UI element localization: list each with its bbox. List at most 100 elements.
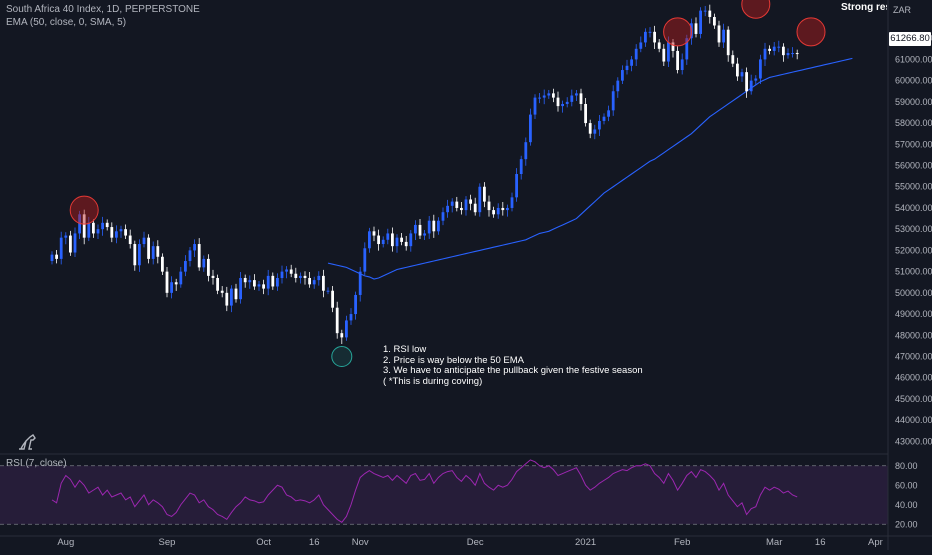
- candle-body: [782, 46, 785, 56]
- candle-body: [533, 97, 537, 115]
- candle-body: [708, 10, 712, 17]
- candle-body: [234, 288, 238, 300]
- candle-body: [529, 114, 532, 143]
- candle-body: [446, 205, 449, 213]
- candle-body: [713, 16, 716, 26]
- candle-body: [142, 237, 146, 245]
- rsi-tick-label: 80.00: [895, 461, 918, 471]
- candle-body: [78, 214, 81, 234]
- support-circle: [331, 346, 353, 368]
- currency-label: ZAR: [893, 5, 911, 15]
- annotation-line: 1. RSI low: [383, 344, 427, 355]
- candle-body: [326, 290, 330, 292]
- candle-body: [432, 220, 436, 232]
- candle-body: [570, 95, 574, 102]
- candle-body: [207, 258, 210, 276]
- candle-body: [602, 116, 606, 121]
- candle-body: [202, 258, 206, 268]
- candle-body: [372, 231, 376, 236]
- price-tick-label: 45000.00: [895, 394, 932, 404]
- candle-body: [271, 275, 275, 287]
- candle-body: [161, 256, 164, 272]
- price-tick-label: 51000.00: [895, 267, 932, 277]
- candle-body: [515, 174, 518, 198]
- candle-body: [239, 277, 242, 300]
- time-tick-label: 16: [309, 537, 320, 548]
- candle-body: [575, 93, 578, 96]
- candle-body: [611, 91, 615, 111]
- symbol-legend[interactable]: South Africa 40 Index, 1D, PEPPERSTONE: [6, 4, 200, 15]
- rsi-legend[interactable]: RSI (7, close): [6, 458, 67, 469]
- tradingview-logo-icon[interactable]: [16, 432, 44, 452]
- price-tick-label: 53000.00: [895, 224, 932, 234]
- candle-body: [82, 214, 86, 238]
- candle-body: [644, 31, 647, 43]
- price-tick-label: 47000.00: [895, 352, 932, 362]
- candle-body: [768, 48, 771, 51]
- candle-body: [230, 288, 233, 306]
- time-tick-label: Oct: [256, 537, 271, 548]
- candle-body: [257, 284, 261, 287]
- candle-body: [478, 186, 482, 213]
- candle-body: [299, 275, 302, 278]
- candle-body: [759, 59, 762, 79]
- candle-body: [170, 282, 173, 293]
- candle-body: [630, 59, 633, 66]
- candle-body: [165, 271, 169, 293]
- ema-legend[interactable]: EMA (50, close, 0, SMA, 5): [6, 17, 127, 28]
- candle-body: [441, 212, 445, 221]
- candle-body: [418, 224, 422, 236]
- candle-body: [791, 53, 794, 55]
- candle-body: [317, 275, 321, 281]
- price-tick-label: 50000.00: [895, 288, 932, 298]
- candle-body: [763, 48, 767, 60]
- price-tick-label: 48000.00: [895, 330, 932, 340]
- price-tick-label: 43000.00: [895, 436, 932, 446]
- candle-body: [414, 224, 417, 234]
- time-tick-label: Feb: [674, 537, 690, 548]
- annotation-text: 1. RSI low 2. Price is way below the 50 …: [383, 344, 643, 387]
- candle-body: [92, 222, 95, 234]
- time-tick-label: Apr: [868, 537, 883, 548]
- candle-body: [340, 333, 344, 338]
- candle-body: [395, 237, 399, 247]
- candle-body: [266, 275, 270, 289]
- candle-body: [437, 220, 440, 232]
- candle-body: [381, 239, 385, 245]
- candle-body: [308, 277, 311, 285]
- candle-body: [786, 53, 790, 56]
- price-tick-label: 56000.00: [895, 161, 932, 171]
- candle-body: [225, 292, 229, 306]
- candle-body: [133, 244, 137, 266]
- candle-body: [740, 72, 744, 77]
- candle-body: [322, 275, 325, 291]
- candle-body: [386, 233, 390, 240]
- candle-body: [276, 277, 279, 287]
- annotation-line: 2. Price is way below the 50 EMA: [383, 354, 524, 366]
- time-tick-label: Aug: [57, 537, 74, 548]
- candle-body: [354, 294, 357, 315]
- candle-body: [73, 233, 77, 253]
- candle-body: [193, 244, 196, 251]
- candle-body: [483, 186, 486, 202]
- candle-body: [749, 80, 753, 92]
- axis-layer: 20.00 40.00 60.00 80.00 43000.00 44000.00 4500…: [57, 33, 932, 548]
- candle-body: [561, 103, 564, 107]
- candle-body: [64, 235, 68, 238]
- rsi-tick-label: 60.00: [895, 480, 918, 490]
- time-tick-label: Sep: [159, 537, 176, 548]
- candle-body: [331, 290, 334, 308]
- candle-layer: [50, 4, 799, 344]
- candle-body: [243, 277, 247, 283]
- candle-body: [524, 142, 528, 160]
- candle-body: [667, 42, 670, 62]
- candle-body: [409, 233, 413, 247]
- price-tick-label: 52000.00: [895, 245, 932, 255]
- price-tick-label: 54000.00: [895, 203, 932, 213]
- candle-body: [547, 93, 551, 96]
- resistance-circle: [663, 17, 693, 47]
- candle-body: [671, 42, 675, 51]
